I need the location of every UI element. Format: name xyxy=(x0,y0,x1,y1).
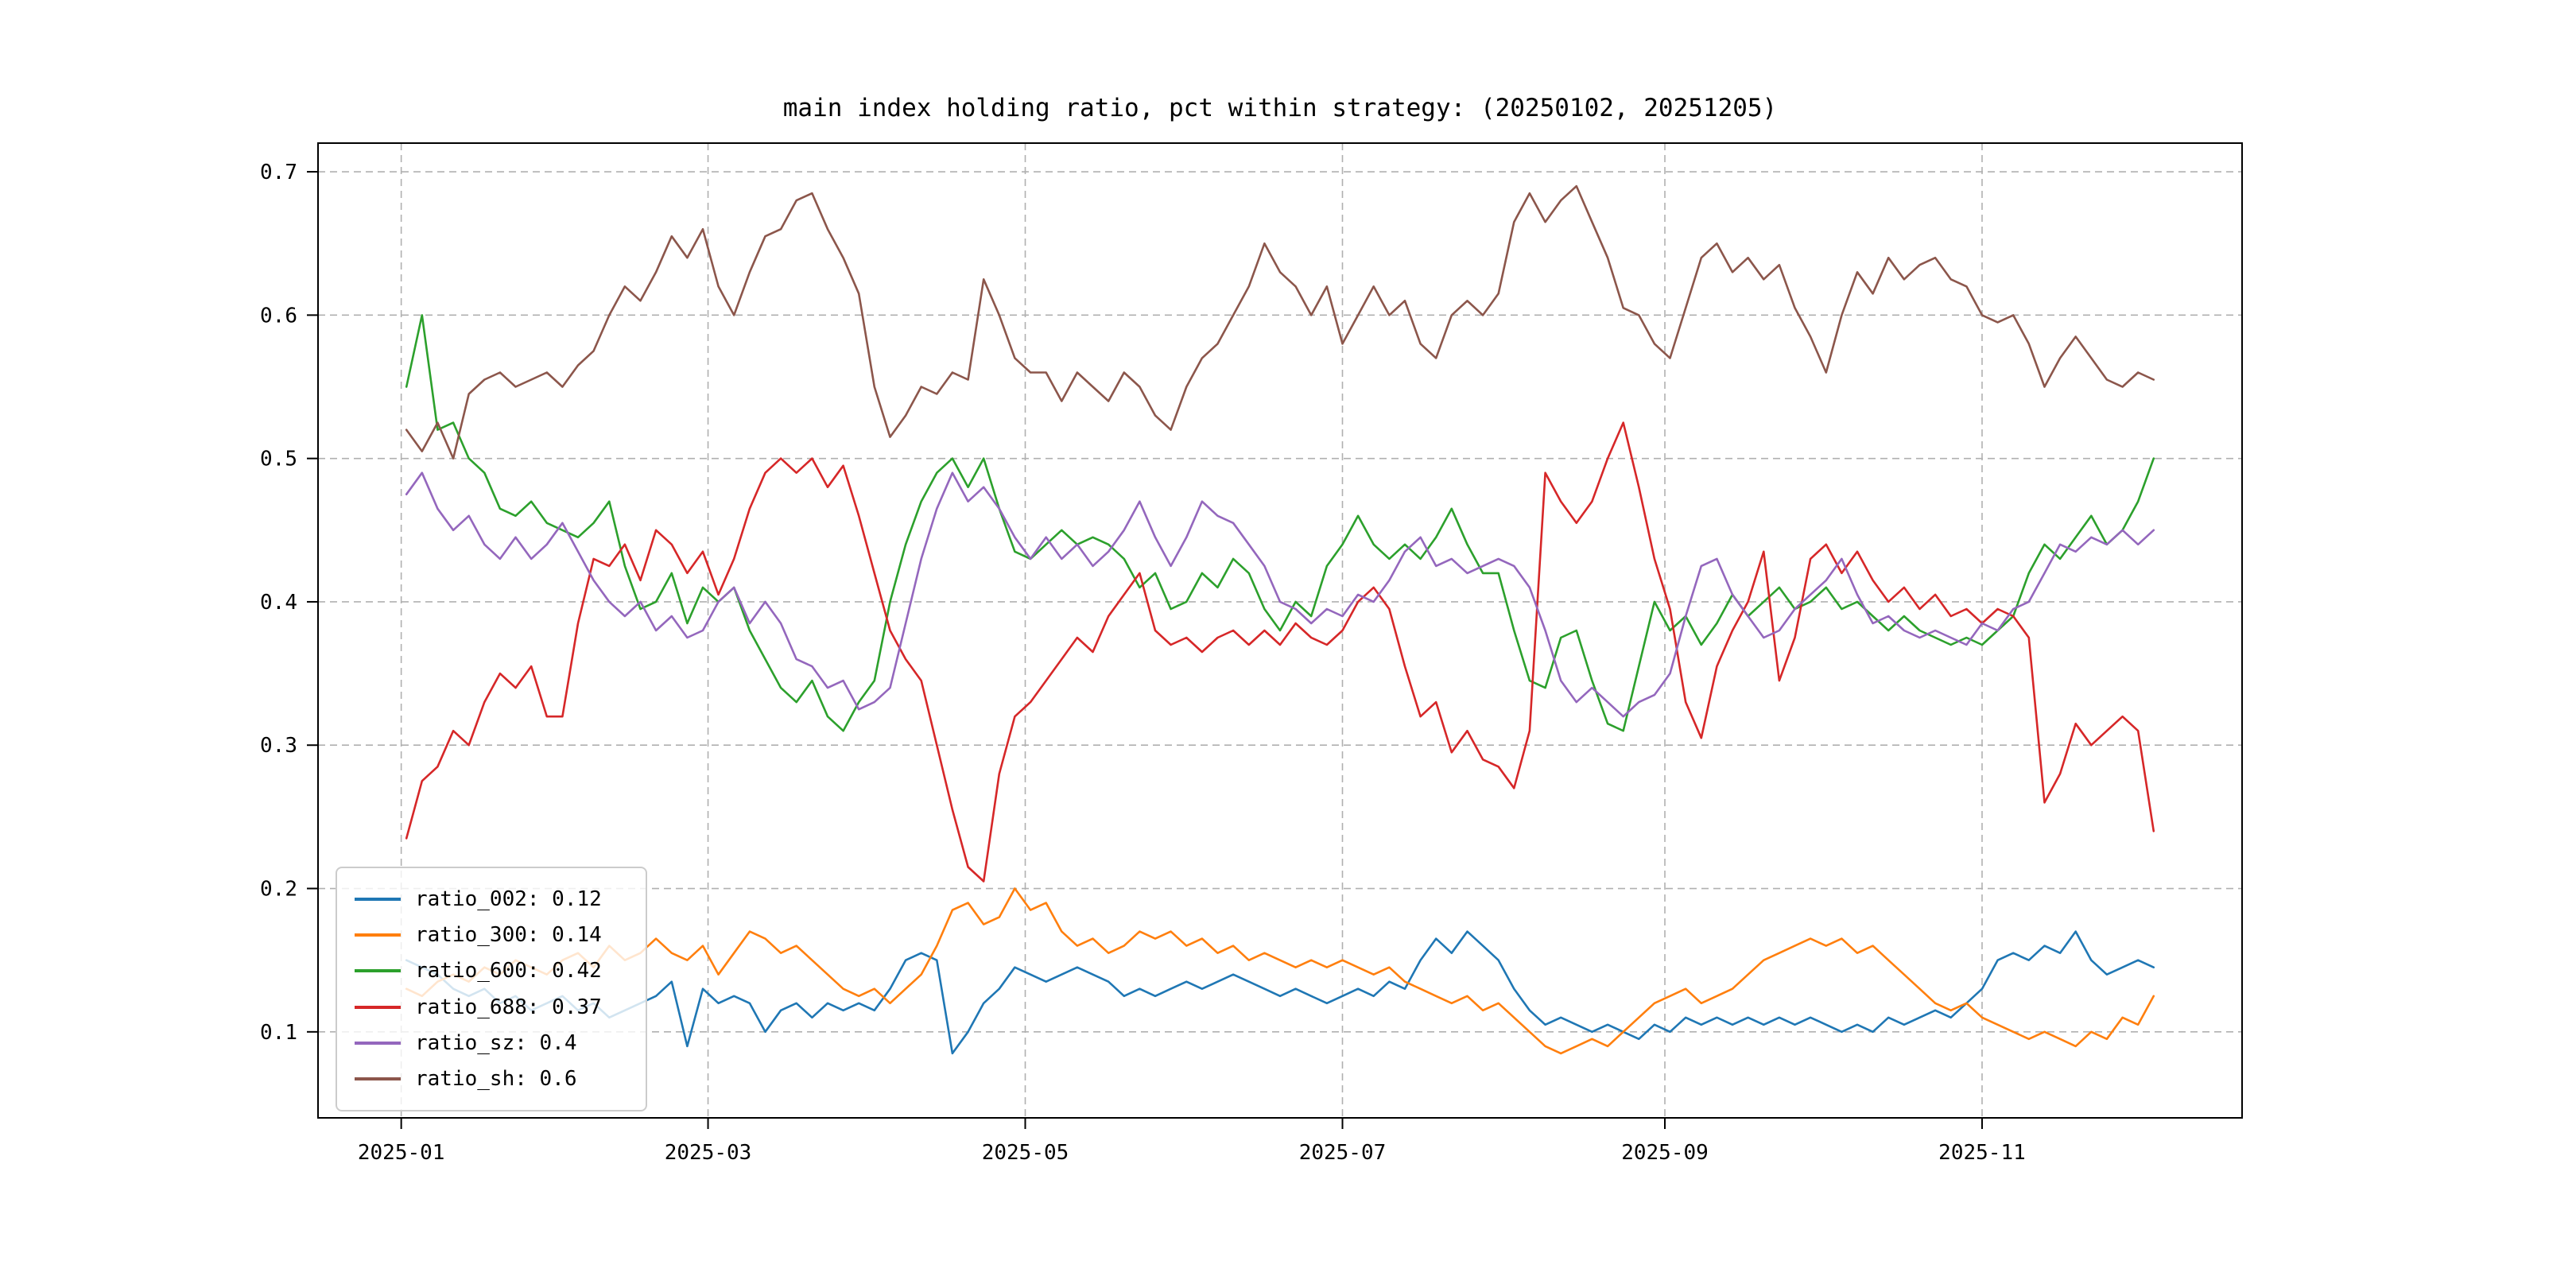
legend-item-ratio_688: ratio_688: 0.37 xyxy=(355,989,627,1025)
legend-label-ratio_sh: ratio_sh: 0.6 xyxy=(415,1067,577,1092)
y-tick-label: 0.5 xyxy=(260,448,297,471)
legend-label-ratio_300: ratio_300: 0.14 xyxy=(415,922,602,947)
legend-label-ratio_688: ratio_688: 0.37 xyxy=(415,995,602,1019)
legend-item-ratio_sh: ratio_sh: 0.6 xyxy=(355,1061,627,1097)
y-tick-label: 0.4 xyxy=(260,591,297,615)
chart-legend: ratio_002: 0.12 ratio_300: 0.14 ratio_600:… xyxy=(336,867,647,1111)
x-tick-label: 2025-01 xyxy=(358,1141,445,1165)
series-line-ratio_688 xyxy=(405,421,2155,883)
series-line-ratio_sz xyxy=(405,471,2155,718)
x-tick-label: 2025-05 xyxy=(982,1141,1069,1165)
series-line-ratio_300 xyxy=(405,887,2155,1055)
series-line-ratio_600 xyxy=(405,314,2155,732)
x-tick-label: 2025-07 xyxy=(1299,1141,1387,1165)
series-line-ratio_002 xyxy=(405,930,2155,1055)
x-tick-label: 2025-09 xyxy=(1621,1141,1709,1165)
x-tick-label: 2025-03 xyxy=(665,1141,752,1165)
legend-label-ratio_002: ratio_002: 0.12 xyxy=(415,886,602,911)
legend-swatch-ratio_688 xyxy=(355,1005,401,1009)
chart-title: main index holding ratio, pct within str… xyxy=(782,94,1778,122)
y-tick-label: 0.6 xyxy=(260,304,297,328)
legend-label-ratio_600: ratio_600: 0.42 xyxy=(415,959,602,983)
x-tick-label: 2025-11 xyxy=(1938,1141,2026,1165)
legend-swatch-ratio_sz xyxy=(355,1041,401,1045)
y-tick-label: 0.7 xyxy=(260,161,297,184)
series-line-ratio_sh xyxy=(405,184,2155,460)
y-tick-label: 0.1 xyxy=(260,1021,297,1045)
legend-swatch-ratio_002 xyxy=(355,897,401,901)
y-tick-label: 0.3 xyxy=(260,734,297,758)
legend-swatch-ratio_300 xyxy=(355,933,401,937)
axes-frame xyxy=(317,142,2243,1119)
legend-item-ratio_300: ratio_300: 0.14 xyxy=(355,917,627,952)
legend-swatch-ratio_sh xyxy=(355,1077,401,1081)
legend-label-ratio_sz: ratio_sz: 0.4 xyxy=(415,1030,577,1055)
y-tick-label: 0.2 xyxy=(260,878,297,902)
legend-swatch-ratio_600 xyxy=(355,969,401,973)
legend-item-ratio_002: ratio_002: 0.12 xyxy=(355,881,627,917)
legend-item-ratio_600: ratio_600: 0.42 xyxy=(355,953,627,989)
legend-item-ratio_sz: ratio_sz: 0.4 xyxy=(355,1025,627,1061)
